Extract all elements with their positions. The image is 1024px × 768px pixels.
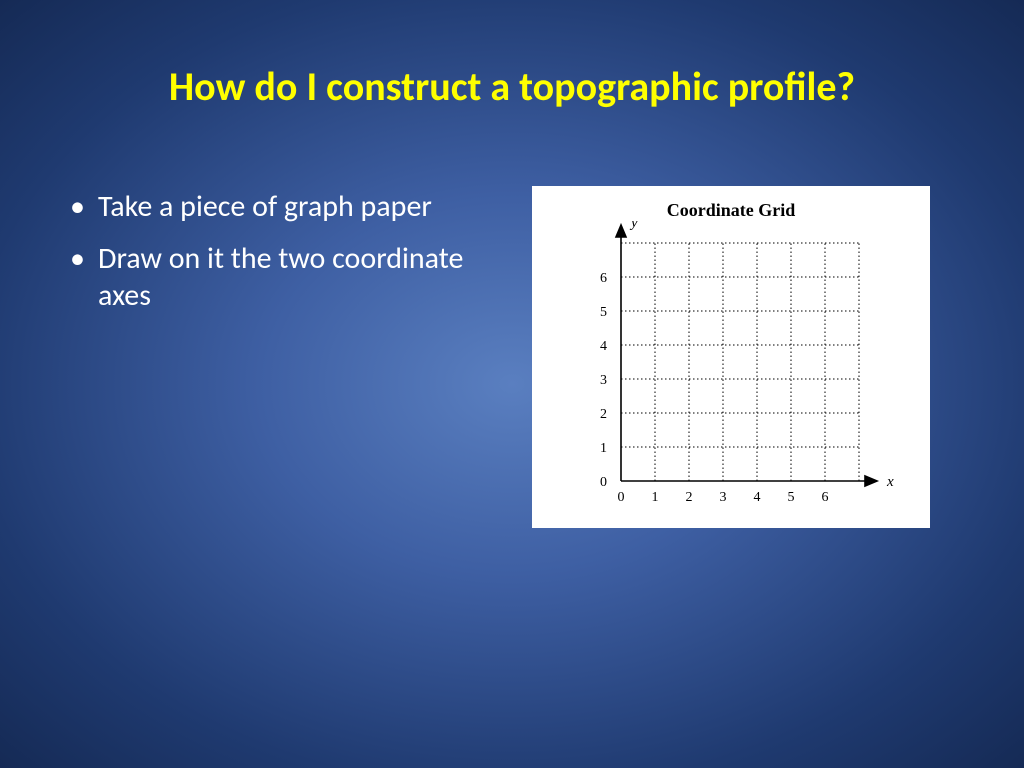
svg-text:0: 0 [618,490,625,505]
svg-text:4: 4 [600,339,607,354]
svg-text:0: 0 [600,475,607,490]
list-item: Draw on it the two coordinate axes [70,240,490,315]
svg-text:5: 5 [788,490,795,505]
svg-text:1: 1 [652,490,659,505]
bullet-list: Take a piece of graph paper Draw on it t… [70,188,490,329]
page-title: How do I construct a topographic profile… [0,62,1024,111]
svg-text:6: 6 [822,490,829,505]
svg-text:x: x [886,474,894,490]
svg-text:1: 1 [600,441,607,456]
svg-text:y: y [629,221,638,231]
chart-title: Coordinate Grid [532,200,930,221]
coordinate-grid-panel: Coordinate Grid 0 1 2 3 4 5 6 0 1 2 3 4 5 6 x y [532,186,930,528]
svg-text:2: 2 [686,490,693,505]
svg-text:3: 3 [600,373,607,388]
svg-text:2: 2 [600,407,607,422]
coordinate-grid: 0 1 2 3 4 5 6 0 1 2 3 4 5 6 x y [541,221,921,521]
svg-text:6: 6 [600,271,607,286]
svg-text:4: 4 [754,490,761,505]
svg-text:3: 3 [720,490,727,505]
list-item: Take a piece of graph paper [70,188,490,226]
svg-text:5: 5 [600,305,607,320]
